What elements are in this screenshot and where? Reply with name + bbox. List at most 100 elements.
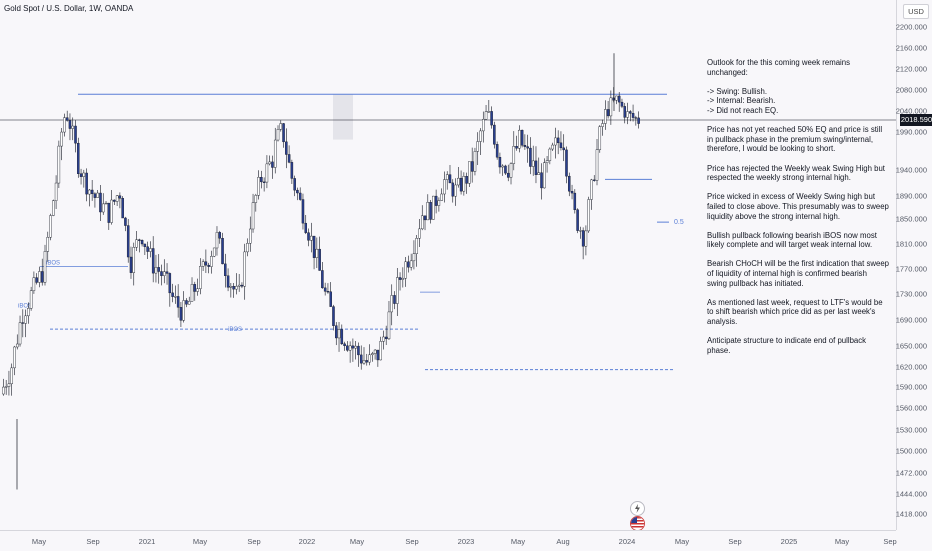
- candle-body: [343, 343, 346, 347]
- candle-body: [129, 256, 133, 273]
- candle-body: [24, 315, 27, 324]
- candle-body: [257, 177, 260, 196]
- candle-body: [160, 271, 163, 276]
- price-tick: 1620.000: [895, 362, 927, 372]
- candle-body: [321, 270, 324, 289]
- candle-body: [179, 307, 183, 321]
- notes-paragraph-2: Price has rejected the Weekly weak Swing…: [707, 163, 885, 183]
- candle-body: [323, 287, 327, 292]
- candle-body: [479, 130, 482, 142]
- candle-body: [562, 147, 565, 151]
- candle-body: [404, 261, 407, 279]
- candle-body: [63, 117, 66, 133]
- price-chart[interactable]: iBOS iBOS iBOS 0.5 Gold Spot / U.S. Dollar,…: [0, 0, 896, 531]
- candle-body: [537, 172, 541, 175]
- candle-body: [393, 295, 396, 304]
- candle-body: [581, 230, 585, 247]
- candle-body: [190, 284, 194, 302]
- time-tick: 2025: [780, 537, 798, 546]
- price-tick: 1530.000: [895, 425, 927, 435]
- notes-bullets: -> Swing: Bullish. -> Internal: Bearish.…: [707, 87, 889, 116]
- candle-body: [470, 161, 474, 172]
- price-tick: 1730.000: [895, 289, 927, 299]
- price-tick: 1418.000: [895, 509, 927, 519]
- candle-body: [432, 195, 435, 220]
- candle-body: [559, 142, 563, 149]
- notes-paragraph-7: Anticipate structure to indicate end of …: [707, 336, 867, 355]
- candle-body: [201, 261, 205, 267]
- candle-body: [7, 383, 11, 387]
- candle-body: [126, 225, 130, 258]
- candle-body: [104, 202, 108, 205]
- candle-body: [495, 144, 499, 158]
- candle-body: [565, 149, 568, 177]
- candle-body: [523, 145, 527, 147]
- candle-body: [143, 243, 147, 247]
- price-tick: 1472.000: [895, 468, 927, 478]
- candle-body: [154, 267, 158, 274]
- time-tick: Sep: [86, 537, 100, 546]
- candle-body: [579, 230, 582, 232]
- candle-body: [304, 222, 307, 233]
- candle-body: [285, 141, 288, 155]
- candle-body: [271, 161, 274, 168]
- candle-body: [157, 267, 160, 272]
- candle-body: [243, 251, 246, 287]
- candle-body: [382, 336, 385, 342]
- time-tick: 2023: [457, 537, 475, 546]
- candle-body: [387, 311, 391, 340]
- currency-button[interactable]: USD: [903, 4, 929, 19]
- candle-body: [310, 235, 313, 241]
- candle-body: [287, 154, 291, 163]
- candle-body: [212, 247, 216, 257]
- candle-body: [396, 277, 399, 304]
- candle-body: [434, 195, 438, 206]
- time-tick: May: [510, 537, 526, 546]
- candle-body: [518, 129, 521, 149]
- candle-body: [38, 271, 41, 283]
- candle-body: [612, 97, 615, 101]
- candle-body: [82, 172, 86, 177]
- candle-body: [65, 117, 69, 121]
- lightning-icon[interactable]: [630, 501, 645, 516]
- candle-body: [493, 124, 496, 145]
- candle-body: [307, 232, 310, 241]
- candle-body: [74, 125, 77, 144]
- candle-body: [315, 248, 319, 258]
- candle-body: [601, 123, 604, 127]
- candle-body: [293, 178, 296, 191]
- candle-body: [199, 266, 202, 289]
- candle-body: [298, 192, 302, 200]
- candle-body: [124, 217, 127, 226]
- candle-body: [46, 237, 50, 252]
- candle-body: [210, 256, 213, 267]
- price-tick: 1500.000: [895, 446, 927, 456]
- time-axis[interactable]: May Sep 2021 May Sep 2022 May Sep 2023 May Aug 2024…: [0, 530, 897, 551]
- candle-body: [543, 162, 546, 189]
- candle-body: [384, 336, 388, 340]
- candle-body: [412, 253, 416, 262]
- candle-body: [215, 232, 219, 249]
- price-tick: 1690.000: [895, 315, 927, 325]
- candle-body: [43, 251, 47, 283]
- candle-body: [459, 177, 463, 192]
- candle-body: [590, 179, 593, 200]
- fib-half-label: 0.5: [674, 219, 684, 226]
- candle-body: [351, 345, 355, 349]
- candle-body: [379, 341, 382, 361]
- time-tick: May: [31, 537, 47, 546]
- candle-body: [515, 146, 518, 149]
- price-tick: 2040.000: [895, 106, 927, 116]
- price-axis[interactable]: USD 2200.000 2160.000 2120.000 2080.000 2040…: [896, 0, 932, 530]
- candle-body: [548, 148, 552, 161]
- candle-body: [454, 184, 457, 197]
- candle-body: [529, 147, 532, 167]
- us-flag-icon[interactable]: [630, 516, 645, 531]
- ibos-lower-label: iBOS: [18, 304, 32, 310]
- candle-body: [196, 288, 199, 292]
- candle-body: [138, 239, 141, 241]
- candle-body: [398, 277, 402, 280]
- candle-body: [301, 199, 305, 224]
- candle-body: [273, 139, 277, 168]
- candle-body: [484, 111, 488, 120]
